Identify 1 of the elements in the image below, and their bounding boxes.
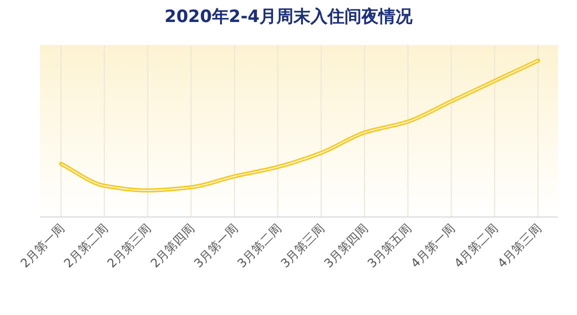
chart-title: 2020年2-4月周末入住间夜情况 — [164, 7, 414, 27]
